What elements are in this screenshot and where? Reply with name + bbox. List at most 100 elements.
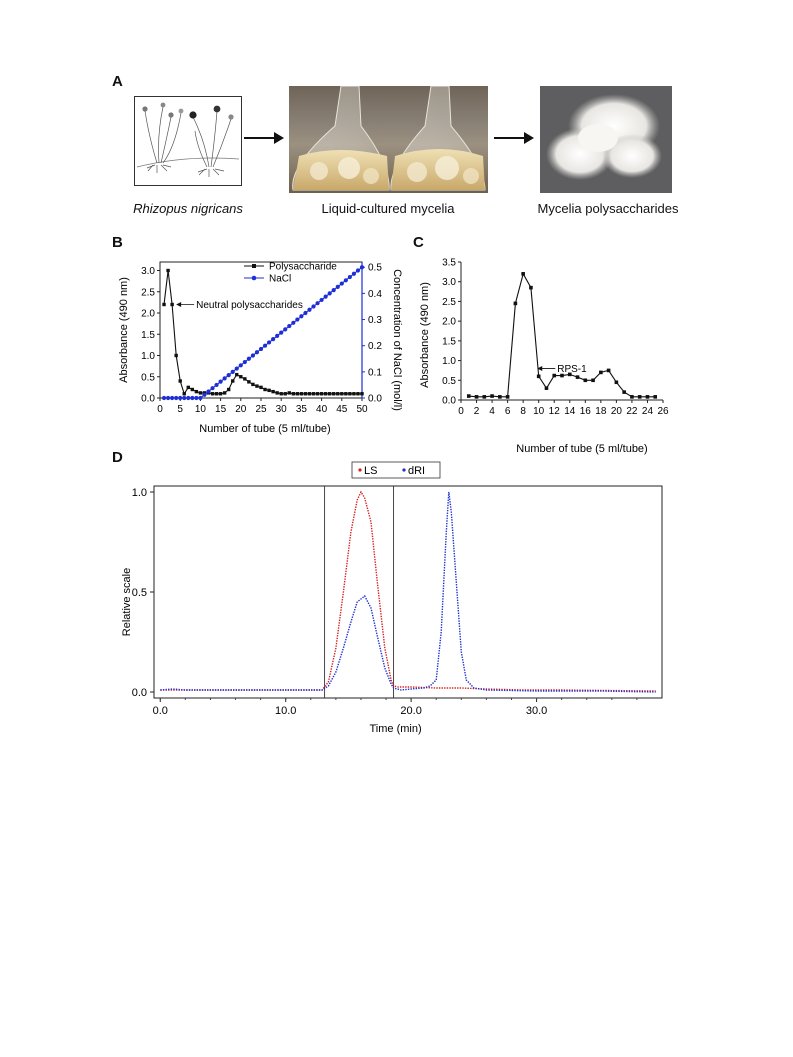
legend-marker-nacl [251, 275, 257, 281]
y-tick-label: 1.5 [442, 336, 456, 347]
data-point [521, 272, 525, 276]
data-point-polysaccharide [255, 384, 259, 388]
data-point-polysaccharide [360, 392, 364, 396]
data-point-nacl [291, 320, 296, 325]
x-tick-label: 30.0 [526, 705, 547, 717]
x-axis-label: Number of tube (5 ml/tube) [199, 423, 330, 435]
data-point-polysaccharide [283, 392, 287, 396]
annotation-rps-1: RPS-1 [557, 364, 587, 375]
data-point [505, 395, 510, 399]
data-point-nacl [214, 382, 219, 388]
data-point-polysaccharide [231, 379, 235, 383]
y2-tick-label: 0.0 [368, 394, 382, 405]
data-point [653, 395, 658, 399]
y-tick-label: 3.0 [141, 266, 155, 277]
y2-tick-label: 0.1 [368, 367, 382, 378]
data-point [552, 373, 557, 378]
data-point-nacl [161, 395, 167, 401]
data-point [575, 375, 580, 379]
data-point-polysaccharide [275, 391, 279, 395]
legend-marker-dri [402, 468, 406, 472]
data-point-polysaccharide [295, 392, 300, 396]
data-point-polysaccharide [340, 392, 344, 396]
x-tick-label: 15 [215, 404, 227, 415]
x-axis-label: Time (min) [369, 723, 421, 735]
data-point-nacl [283, 327, 288, 332]
data-point [583, 378, 588, 383]
data-point-polysaccharide [218, 392, 223, 396]
data-point-nacl [230, 369, 235, 374]
data-point-nacl [311, 304, 316, 309]
data-point-nacl [202, 392, 207, 397]
data-point-nacl [275, 333, 280, 338]
y-tick-label: 1.0 [141, 351, 155, 362]
y-axis-label: Absorbance (490 nm) [419, 282, 431, 388]
data-point-nacl [194, 395, 199, 401]
data-point-polysaccharide [259, 385, 263, 390]
x-tick-label: 10 [533, 406, 545, 417]
data-point-nacl [331, 288, 336, 293]
x-tick-label: 8 [520, 406, 526, 417]
data-point-nacl [315, 301, 320, 306]
caption-rhizopus: Rhizopus nigricans [133, 201, 243, 216]
y-tick-label: 3.5 [442, 258, 456, 269]
data-point [637, 395, 642, 399]
data-point-nacl [174, 395, 179, 401]
x-tick-label: 18 [595, 406, 607, 417]
annotation-arrowhead [537, 365, 543, 371]
y-tick-label: 0.5 [141, 372, 155, 383]
data-point-nacl [182, 395, 187, 401]
data-point-nacl [246, 356, 251, 361]
data-point-nacl [327, 291, 332, 296]
data-point [567, 372, 572, 377]
data-point-polysaccharide [186, 385, 190, 390]
rhizopus-illustration [134, 96, 242, 186]
legend-box [351, 461, 441, 479]
series-line-nacl [164, 266, 363, 399]
data-point-polysaccharide [287, 391, 291, 395]
data-point-nacl [238, 363, 243, 368]
legend-marker-ls [358, 468, 362, 472]
x-tick-label: 20 [235, 404, 247, 415]
data-point-nacl [210, 386, 215, 391]
y2-tick-label: 0.4 [368, 289, 382, 300]
y2-tick-label: 0.3 [368, 315, 382, 326]
data-point-polysaccharide [336, 392, 340, 396]
y-tick-label: 0.5 [442, 376, 456, 387]
x-tick-label: 20.0 [400, 705, 421, 717]
data-point-polysaccharide [279, 392, 283, 396]
data-point-polysaccharide [178, 379, 182, 383]
data-point [560, 373, 564, 378]
caption-polysaccharides: Mycelia polysaccharides [537, 201, 679, 216]
data-point-nacl [299, 314, 304, 319]
data-point-nacl [323, 294, 328, 299]
data-point-nacl [165, 395, 171, 401]
series-line-ls [160, 490, 656, 692]
data-point-polysaccharide [210, 392, 215, 396]
data-point-polysaccharide [263, 387, 267, 392]
data-point-nacl [335, 284, 340, 289]
chart-b: 0 5 10 15 20 25 30 35 40 45 500.00.51.01.52.02.53.… [118, 261, 402, 435]
data-point [606, 368, 611, 373]
y-tick-label: 2.0 [442, 317, 456, 328]
data-point-nacl [222, 376, 227, 381]
series-line [468, 272, 656, 398]
caption-cultured-mycelia: Liquid-cultured mycelia [321, 201, 455, 216]
data-point [544, 386, 549, 390]
x-tick-label: 4 [489, 406, 495, 417]
data-point-polysaccharide [214, 392, 219, 396]
data-point-nacl [170, 395, 175, 401]
data-point-polysaccharide [162, 302, 166, 307]
x-tick-label: 26 [657, 406, 669, 417]
data-point-polysaccharide [247, 380, 251, 384]
data-point-nacl [319, 297, 324, 303]
data-point [490, 394, 494, 398]
data-point-nacl [218, 379, 223, 384]
data-point-polysaccharide [243, 377, 247, 381]
legend-label: dRI [408, 465, 425, 477]
data-point-nacl [343, 278, 348, 283]
y-tick-label: 0.0 [132, 687, 147, 699]
data-point-nacl [359, 265, 365, 270]
y-tick-label: 2.0 [141, 309, 155, 320]
x-tick-label: 30 [276, 404, 288, 415]
